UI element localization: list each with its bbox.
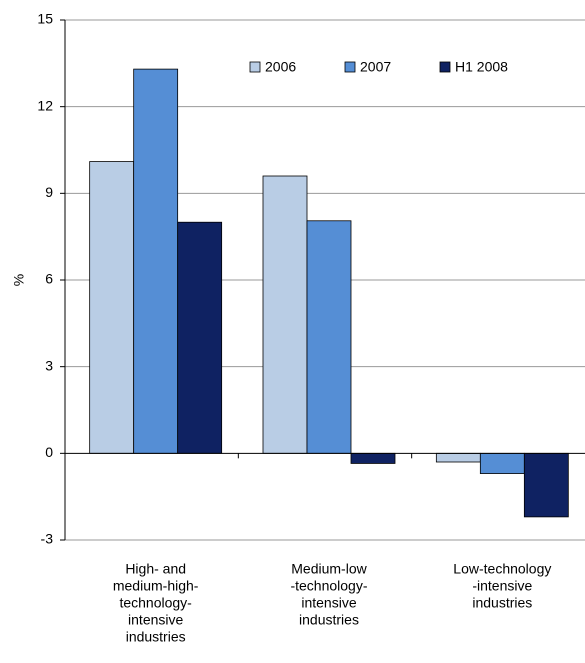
bar (479, 452, 525, 474)
x-tick-label: industries (126, 629, 186, 645)
x-tick-label: industries (299, 612, 359, 628)
x-tick-label: -intensive (472, 578, 532, 594)
x-tick-label: Low-technology (453, 561, 551, 577)
y-tick-label: 15 (37, 11, 53, 27)
legend-swatch (249, 61, 261, 73)
x-tick-label: intensive (301, 595, 356, 611)
bar (89, 161, 135, 454)
bar (306, 220, 352, 454)
bar (523, 452, 569, 518)
y-tick-label: 3 (45, 357, 53, 373)
y-tick-label: 12 (37, 97, 53, 113)
bar (350, 452, 396, 464)
y-axis-label: % (11, 274, 27, 286)
legend-label: 2007 (360, 59, 391, 75)
x-tick-label: High- and (125, 561, 186, 577)
y-tick-label: 6 (45, 271, 53, 287)
x-tick-label: intensive (128, 612, 183, 628)
y-tick-label: 0 (45, 444, 53, 460)
legend-swatch (439, 61, 451, 73)
bar (133, 68, 179, 454)
y-tick-label: 9 (45, 184, 53, 200)
x-tick-label: Medium-low (291, 561, 367, 577)
x-tick-label: technology- (119, 595, 192, 611)
x-tick-label: industries (472, 595, 532, 611)
bar (177, 221, 223, 454)
bar (262, 175, 308, 454)
bar (435, 452, 481, 463)
legend-label: 2006 (265, 59, 296, 75)
x-tick-label: -technology- (290, 578, 367, 594)
legend-label: H1 2008 (455, 59, 508, 75)
y-tick-label: -3 (41, 531, 54, 547)
x-tick-label: medium-high- (113, 578, 199, 594)
legend-swatch (344, 61, 356, 73)
